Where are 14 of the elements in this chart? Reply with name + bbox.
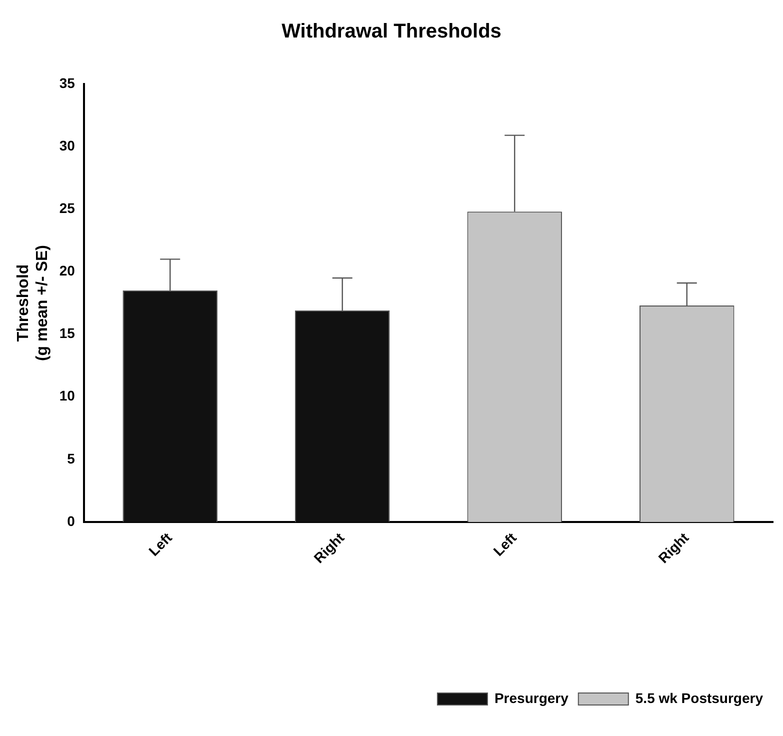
y-tick-label: 5 [67,450,76,466]
y-tick-label: 35 [59,74,76,91]
y-tick-label: 25 [59,200,76,216]
y-tick-label: 30 [59,137,76,154]
x-tick-label: Left [490,529,520,559]
x-tick-label: Left [145,529,176,559]
legend-label: 5.5 wk Postsurgery [635,690,764,706]
y-axis-title: Threshold (g mean +/- SE) [15,244,52,362]
y-tick-label: 15 [59,325,76,342]
y-tick-label: 0 [67,512,76,529]
y-tick-label: 20 [59,262,76,279]
y-tick-label: 10 [59,388,76,404]
legend-label: Presurgery [494,690,569,706]
chart-title: Withdrawal Thresholds [282,20,502,43]
